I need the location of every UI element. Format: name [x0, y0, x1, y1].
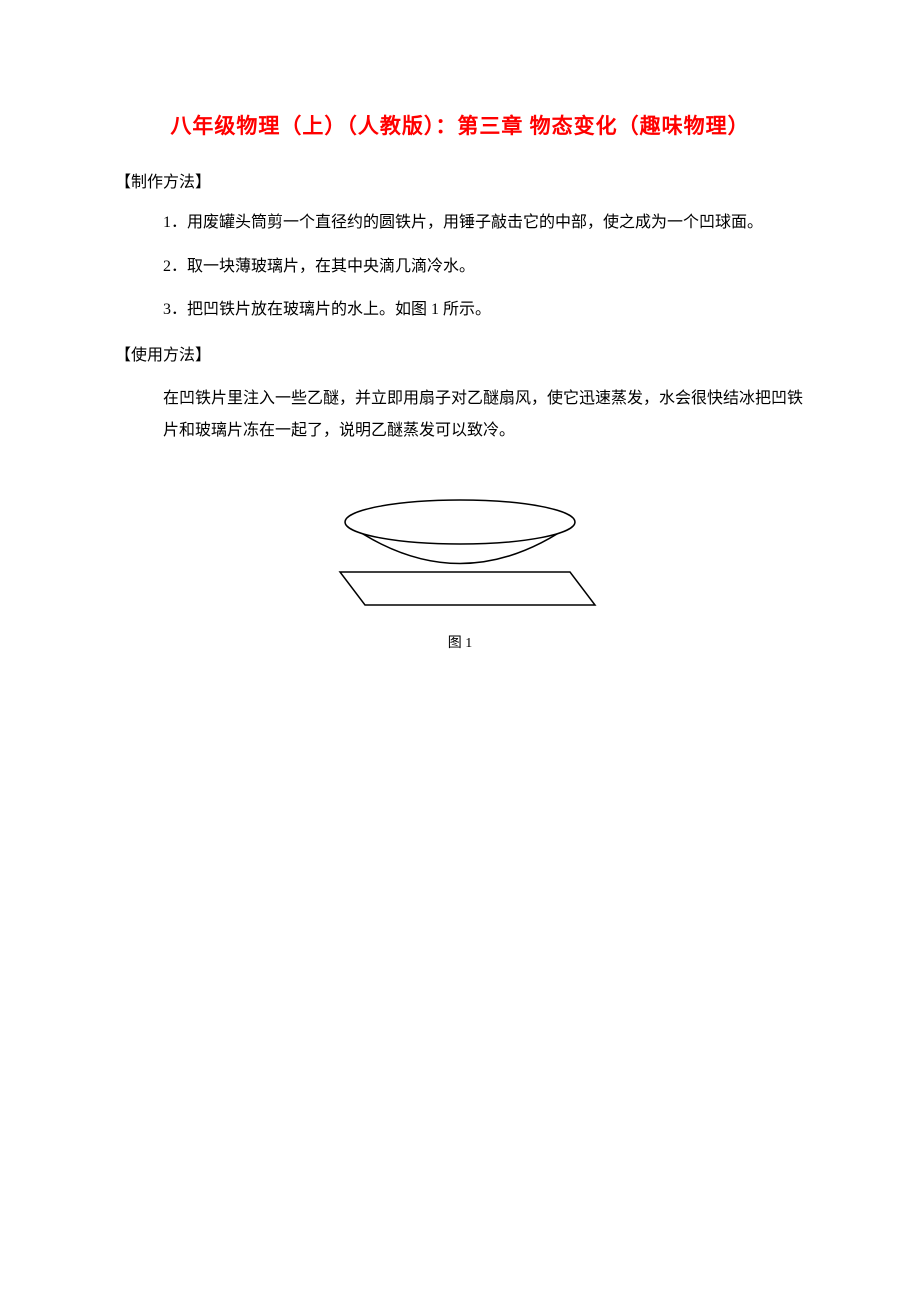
document-title: 八年级物理（上）（人教版）：第三章 物态变化（趣味物理）	[115, 110, 805, 140]
usage-paragraph: 在凹铁片里注入一些乙醚，并立即用扇子对乙醚扇风，使它迅速蒸发，水会很快结冰把凹铁…	[115, 383, 805, 447]
section-header-usage: 【使用方法】	[115, 341, 805, 365]
method-step-2: 2．取一块薄玻璃片，在其中央滴几滴冷水。	[115, 254, 805, 280]
method-step-3: 3．把凹铁片放在玻璃片的水上。如图 1 所示。	[115, 297, 805, 323]
section-header-method: 【制作方法】	[115, 168, 805, 192]
bowl-diagram-icon	[290, 487, 630, 617]
figure-caption: 图 1	[115, 632, 805, 652]
figure-container: 图 1	[115, 487, 805, 652]
method-step-1: 1．用废罐头筒剪一个直径约的圆铁片，用锤子敲击它的中部，使之成为一个凹球面。	[115, 210, 805, 236]
